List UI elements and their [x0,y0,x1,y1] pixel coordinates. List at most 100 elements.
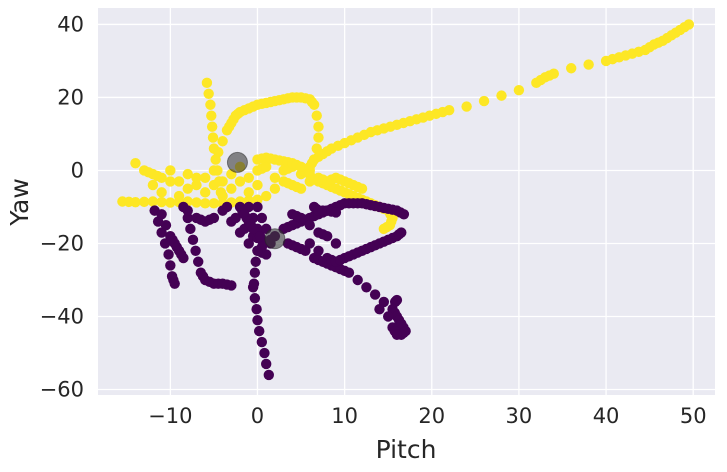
y-axis-label: Yaw [5,178,34,227]
data-point [206,110,217,121]
data-point [444,105,455,116]
data-point [256,212,268,224]
data-point [130,157,141,169]
x-axis-label: Pitch [376,435,437,464]
data-point [378,223,390,235]
data-point [160,220,172,231]
data-point [208,212,220,224]
x-tick-label: 30 [506,404,533,428]
data-point [260,358,272,370]
x-tick-labels: −10 0 10 20 30 40 50 [148,404,706,428]
data-point [182,212,193,224]
data-point [374,304,385,315]
data-point [190,245,201,256]
data-point [478,95,490,107]
data-point [173,176,185,187]
data-point [313,121,324,132]
data-point [566,63,577,74]
data-point [251,304,262,315]
data-point [191,172,202,183]
data-point [398,209,410,220]
data-point [254,230,266,242]
data-point [185,223,196,235]
data-point [304,220,315,231]
data-point [182,168,193,180]
data-point [513,84,525,96]
data-point [249,293,261,304]
data-point [252,314,263,326]
data-point [165,260,176,271]
data-point [369,289,381,300]
data-point [247,223,259,235]
data-point [583,59,594,70]
data-point [147,179,159,191]
y-tick-label: 0 [71,158,84,182]
data-point [260,161,272,173]
data-point [243,187,254,198]
data-point [252,201,263,213]
cluster-center [226,151,248,173]
data-point [313,245,324,256]
y-tick-label: 20 [57,85,84,109]
data-point [295,183,307,194]
data-point [252,245,263,256]
data-point [330,207,342,218]
data-point [321,230,333,242]
data-point [199,187,211,198]
x-tick-label: 0 [251,404,264,428]
cluster-centers [226,151,286,250]
x-tick-label: 10 [331,404,358,428]
data-point [226,280,237,291]
data-point [201,77,213,89]
data-point [252,179,263,191]
data-point [295,161,307,173]
data-point [295,212,307,224]
data-point [191,179,202,191]
data-point [249,267,261,278]
data-point [361,282,372,293]
data-point [156,172,167,183]
data-point [156,209,167,220]
data-point [178,252,189,264]
x-tick-label: 50 [680,404,707,428]
data-point [496,90,507,101]
data-point [256,336,268,348]
data-point [248,278,260,289]
data-point [343,267,355,278]
data-point [352,274,363,286]
y-tick-label: −20 [40,231,84,255]
data-point [215,187,227,198]
data-point [163,249,174,260]
data-point [330,238,342,249]
data-point [182,205,193,216]
data-point [130,197,141,208]
data-point [250,256,261,267]
data-point [173,190,185,202]
data-point [205,99,216,110]
data-point [182,183,193,194]
y-tick-label: −60 [40,378,84,402]
data-point [213,176,225,187]
data-point [252,194,263,205]
data-point [313,132,324,143]
data-point [391,329,403,340]
data-point [199,172,211,183]
data-point [156,187,167,198]
data-point [391,294,403,306]
data-point [165,165,176,176]
data-point [191,197,202,208]
data-point [147,196,159,207]
scatter-points [117,19,695,381]
data-point [206,121,218,132]
y-tick-labels: −60 −40 −20 0 20 40 [40,12,84,401]
data-point [683,19,695,30]
x-tick-label: −10 [148,404,192,428]
data-point [548,68,559,79]
data-point [199,198,211,209]
cluster-center [264,228,286,250]
data-point [187,234,199,246]
data-point [254,325,265,337]
data-point [213,147,224,158]
data-point [212,165,223,176]
